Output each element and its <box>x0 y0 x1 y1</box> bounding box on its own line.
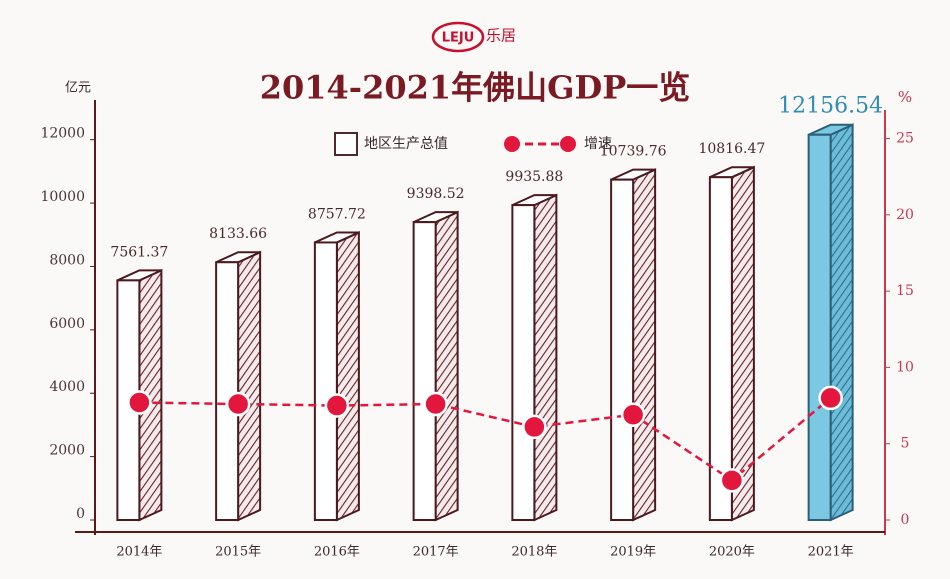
y2-tick-label: 10 <box>896 359 914 375</box>
bar-side <box>730 165 755 522</box>
chart-title: 2014-2021年佛山GDP一览 <box>260 69 691 107</box>
y2-axis-label: % <box>898 88 912 106</box>
logo-ring <box>431 21 485 53</box>
bar <box>708 176 733 521</box>
growth-point <box>423 391 448 417</box>
logo-mark: LEJU <box>442 31 475 46</box>
value-label: 10816.47 <box>698 141 765 157</box>
y-tick-label: 12000 <box>40 126 85 142</box>
growth-point <box>719 468 745 493</box>
x-tick-label: 2018年 <box>511 545 557 560</box>
bar <box>511 204 536 521</box>
x-tick-label: 2016年 <box>314 545 360 560</box>
value-label: 12156.54 <box>778 94 883 119</box>
y-tick-label: 2000 <box>49 443 85 459</box>
bar-side <box>829 123 854 522</box>
value-label: 8133.66 <box>209 226 267 242</box>
y-tick-label: 6000 <box>49 316 85 332</box>
y2-tick-label: 5 <box>901 436 910 452</box>
x-tick-label: 2017年 <box>413 545 459 560</box>
growth-point <box>818 385 843 411</box>
y-axis-label: 亿元 <box>65 81 91 96</box>
growth-point <box>324 393 350 418</box>
bar <box>412 221 437 521</box>
y2-tick-label: 0 <box>901 512 910 528</box>
y-tick-label: 4000 <box>49 379 85 395</box>
y-tick-label: 8000 <box>49 252 85 268</box>
x-tick-label: 2021年 <box>808 545 854 560</box>
value-label: 9935.88 <box>505 169 563 185</box>
growth-point <box>522 414 547 440</box>
legend-label: 地区生产总值 <box>364 136 448 152</box>
bar <box>610 178 635 521</box>
logo-name: 乐居 <box>486 27 516 45</box>
bar <box>215 261 240 521</box>
bar-side <box>533 193 558 522</box>
value-label: 10739.76 <box>600 144 667 160</box>
growth-point <box>620 402 646 427</box>
bar-side <box>237 250 262 522</box>
y2-tick-label: 25 <box>896 131 914 147</box>
value-label: 8757.72 <box>308 206 366 222</box>
growth-point <box>225 391 251 417</box>
legend-bar-swatch <box>334 132 358 156</box>
x-tick-label: 2019年 <box>610 545 656 560</box>
logo: LEJU 乐居 <box>431 21 516 53</box>
growth-point <box>127 390 152 415</box>
bar <box>313 241 338 522</box>
value-label: 9398.52 <box>407 186 465 202</box>
y2-tick-label: 15 <box>896 283 914 299</box>
legend: 地区生产总值 增速 <box>334 132 612 156</box>
legend-dot <box>560 136 576 152</box>
bar-side <box>632 168 657 522</box>
y-tick-label: 0 <box>76 506 85 522</box>
x-tick-label: 2015年 <box>215 545 261 560</box>
value-label: 7561.37 <box>110 244 168 260</box>
x-tick-label: 2014年 <box>116 545 162 560</box>
legend-dot <box>504 136 520 152</box>
legend-label: 增速 <box>584 136 612 152</box>
bar-side <box>335 230 360 522</box>
bar <box>807 133 832 521</box>
bar-side <box>434 210 459 522</box>
y2-tick-label: 20 <box>896 207 914 223</box>
x-tick-label: 2020年 <box>709 545 755 560</box>
y-tick-label: 10000 <box>40 189 85 205</box>
